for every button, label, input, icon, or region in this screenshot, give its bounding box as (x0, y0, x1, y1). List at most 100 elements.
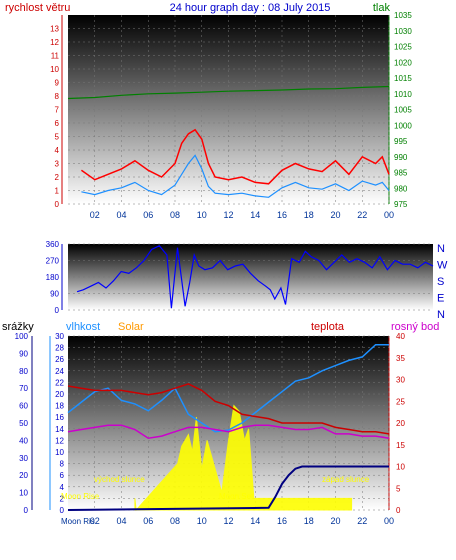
temperature-label: teplota (311, 321, 345, 333)
x-tick-20: 20 (330, 516, 340, 526)
rain-tick-10: 10 (19, 489, 28, 498)
humidity-tick-30: 30 (55, 332, 64, 341)
wind-panel-series (67, 85, 390, 198)
left-tick-11: 11 (51, 52, 60, 61)
left-tick-9: 9 (55, 79, 60, 88)
x-tick-14: 14 (250, 210, 260, 220)
rain-tick-50: 50 (19, 419, 28, 428)
humidity-tick-0: 0 (60, 506, 65, 515)
rain-tick-40: 40 (19, 436, 28, 445)
rain-tick-90: 90 (19, 349, 28, 358)
right-tick-975: 975 (394, 200, 408, 209)
x-tick-02: 02 (90, 516, 100, 526)
right-tick-1025: 1025 (394, 43, 412, 52)
x-tick-22: 22 (357, 516, 367, 526)
humidity-line (67, 343, 389, 433)
right-tick-1035: 1035 (394, 11, 412, 20)
temp-tick-35: 35 (396, 354, 405, 363)
x-tick-12: 12 (223, 516, 233, 526)
right-tick-1000: 1000 (394, 121, 412, 130)
sunrise-annotation: východ slunce (94, 475, 145, 484)
dewpoint-label: rosný bod (391, 321, 439, 333)
wind-speed-line (80, 128, 390, 185)
x-tick-00: 00 (384, 516, 394, 526)
humidity-tick-16: 16 (55, 413, 64, 422)
graph-title: 24 hour graph day : 08 July 2015 (170, 2, 331, 14)
humidity-tick-28: 28 (55, 344, 64, 353)
rain-tick-80: 80 (19, 367, 28, 376)
humidity-tick-18: 18 (55, 402, 64, 411)
left-tick-8: 8 (55, 92, 60, 101)
left-tick-2: 2 (55, 173, 60, 182)
rain-tick-70: 70 (19, 384, 28, 393)
wind-direction-line (76, 245, 434, 309)
x-tick-02: 02 (90, 210, 100, 220)
left-tick-4: 4 (55, 146, 60, 155)
x-tick-22: 22 (357, 210, 367, 220)
right-tick-980: 980 (394, 184, 408, 193)
right-tick-1010: 1010 (394, 90, 412, 99)
dir-tick-360: 360 (46, 240, 60, 249)
left-tick-0: 0 (55, 200, 60, 209)
x-tick-04: 04 (116, 210, 126, 220)
moon-rise-bottom-annotation: Moon Ris (61, 517, 95, 526)
wind-avg-line (81, 154, 390, 198)
temp-tick-15: 15 (396, 441, 405, 450)
temp-tick-40: 40 (396, 332, 405, 341)
humidity-tick-26: 26 (55, 355, 64, 364)
temp-tick-25: 25 (396, 397, 405, 406)
compass-N-0: N (437, 243, 445, 255)
compass-W-1: W (437, 260, 448, 272)
left-tick-3: 3 (55, 160, 60, 169)
left-tick-10: 10 (50, 65, 59, 74)
left-tick-7: 7 (55, 106, 60, 115)
dir-tick-90: 90 (50, 290, 59, 299)
x-tick-10: 10 (197, 210, 207, 220)
rain-line (67, 465, 389, 511)
temp-tick-30: 30 (396, 376, 405, 385)
pressure-line (67, 85, 390, 100)
x-tick-10: 10 (197, 516, 207, 526)
dir-tick-180: 180 (46, 273, 60, 282)
dewpoint-line (67, 424, 390, 439)
rain-axis-label: srážky (2, 321, 34, 333)
weather-panel-series (67, 343, 390, 512)
x-tick-16: 16 (277, 210, 287, 220)
temperature-line (67, 383, 390, 435)
left-tick-5: 5 (55, 133, 60, 142)
right-tick-1020: 1020 (394, 58, 412, 67)
rain-tick-30: 30 (19, 454, 28, 463)
humidity-tick-2: 2 (60, 494, 65, 503)
x-tick-08: 08 (170, 516, 180, 526)
wind-speed-label: rychlost větru (5, 2, 70, 14)
temp-tick-5: 5 (396, 484, 401, 493)
x-tick-12: 12 (223, 210, 233, 220)
x-tick-04: 04 (116, 516, 126, 526)
pressure-label: tlak (373, 2, 391, 14)
x-tick-14: 14 (250, 516, 260, 526)
solar-label: Solar (118, 321, 144, 333)
x-tick-16: 16 (277, 516, 287, 526)
temp-tick-10: 10 (396, 463, 405, 472)
left-tick-6: 6 (55, 119, 60, 128)
humidity-tick-24: 24 (55, 367, 64, 376)
compass-S-2: S (437, 276, 444, 288)
humidity-tick-22: 22 (55, 378, 64, 387)
humidity-tick-12: 12 (55, 436, 64, 445)
right-tick-1030: 1030 (394, 27, 412, 36)
x-tick-06: 06 (143, 210, 153, 220)
temp-tick-20: 20 (396, 419, 405, 428)
sunset-annotation: západ slunce (322, 475, 370, 484)
rain-tick-20: 20 (19, 471, 28, 480)
humidity-tick-14: 14 (55, 425, 64, 434)
rain-tick-0: 0 (24, 506, 29, 515)
compass-E-3: E (437, 293, 444, 305)
direction-panel-series (76, 245, 434, 309)
humidity-tick-10: 10 (55, 448, 64, 457)
humidity-tick-6: 6 (60, 471, 65, 480)
left-tick-13: 13 (50, 25, 59, 34)
x-tick-08: 08 (170, 210, 180, 220)
